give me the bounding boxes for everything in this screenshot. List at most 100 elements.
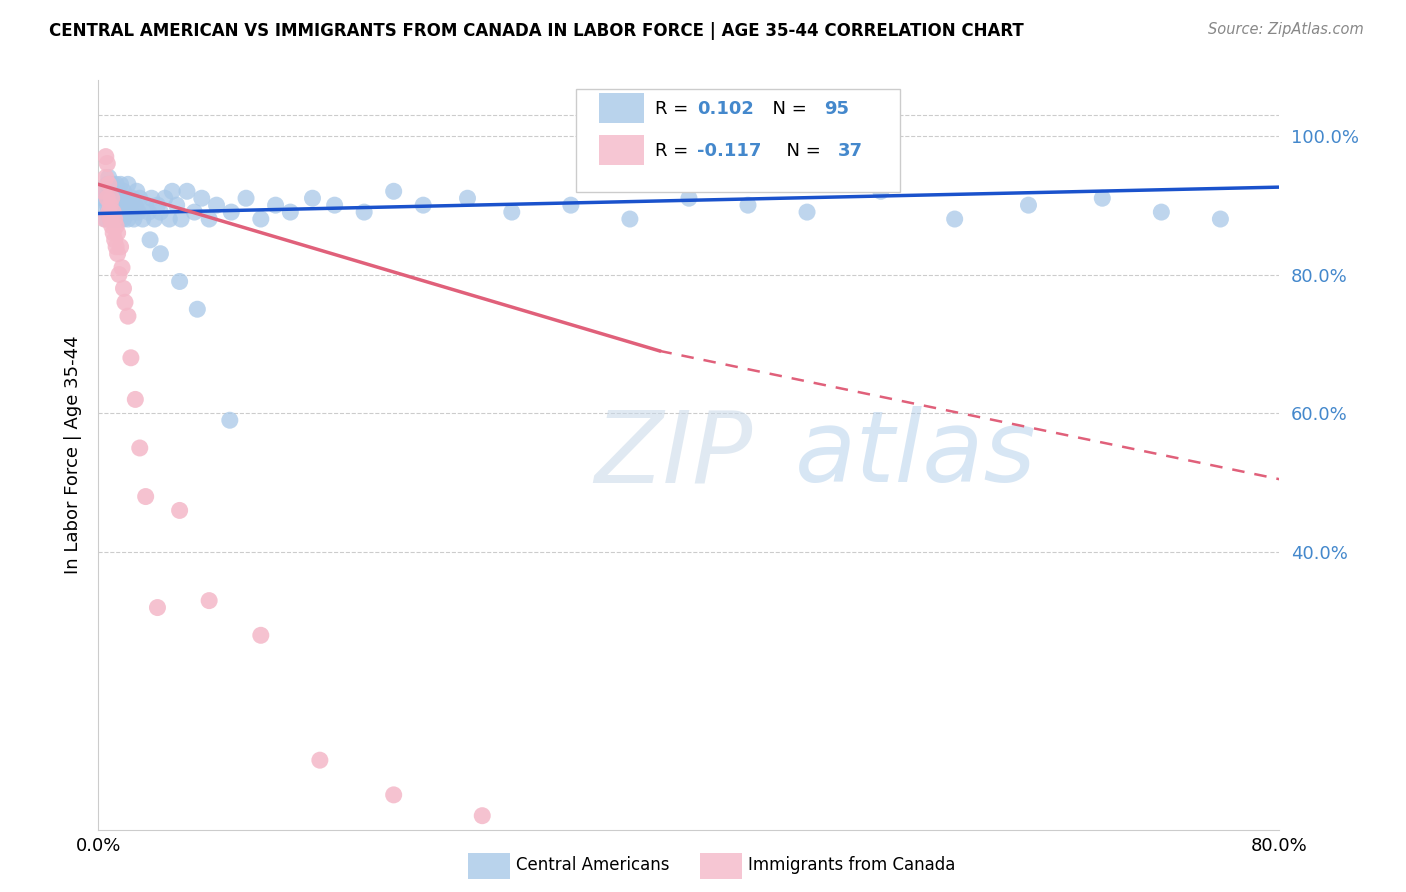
Point [1150,205,1173,219]
Point [166,198,188,212]
Point [107,246,129,260]
Point [218,413,240,427]
Point [619,212,641,227]
Text: atlas: atlas [796,407,1036,503]
Point [149,246,172,260]
Point [191,191,214,205]
Point [128,191,150,205]
Point [108,268,131,282]
Point [103,178,125,192]
Point [105,205,128,219]
Point [170,212,193,227]
Point [97,191,120,205]
Point [98,212,121,227]
Point [97,205,120,219]
Point [94,212,117,227]
Point [125,184,148,198]
Point [117,212,139,227]
Text: R =: R = [655,142,695,161]
Point [112,212,135,227]
Point [96,191,118,205]
Point [100,198,122,212]
Point [162,184,183,198]
Point [98,178,121,192]
Point [107,212,129,227]
Point [112,184,135,198]
Point [146,600,169,615]
Point [105,178,128,192]
Point [94,170,117,185]
Point [198,212,221,227]
Text: 95: 95 [824,100,849,119]
Text: R =: R = [655,100,695,119]
Point [111,260,134,275]
Point [471,808,494,822]
Point [114,295,136,310]
Point [1209,212,1232,227]
Point [93,212,115,227]
Point [943,212,966,227]
Text: N =: N = [775,142,827,161]
Point [108,191,131,205]
Point [264,198,287,212]
Point [98,191,121,205]
Point [96,178,118,192]
Point [98,212,121,227]
Point [115,191,138,205]
Y-axis label: In Labor Force | Age 35-44: In Labor Force | Age 35-44 [65,335,83,574]
Point [176,184,198,198]
Point [105,191,128,205]
Point [121,191,143,205]
Point [110,212,132,227]
Point [105,219,128,233]
Text: Immigrants from Canada: Immigrants from Canada [748,856,955,874]
Text: 37: 37 [838,142,863,161]
Point [93,198,115,212]
Point [107,184,129,198]
Point [796,205,818,219]
Point [678,191,700,205]
Point [301,191,323,205]
Point [132,212,155,227]
Point [97,170,120,185]
Point [124,198,146,212]
Point [127,205,149,219]
Point [103,205,125,219]
Point [110,240,132,254]
Point [737,198,759,212]
Point [169,503,191,517]
Point [120,205,142,219]
Point [153,191,176,205]
Point [124,392,146,407]
Point [104,233,127,247]
Point [250,628,273,642]
Point [501,205,523,219]
Point [97,178,120,192]
Point [114,198,136,212]
Point [104,212,127,227]
Point [157,212,180,227]
Point [183,205,205,219]
Point [104,198,127,212]
Point [309,753,332,767]
Text: ZIP: ZIP [595,407,752,503]
Point [117,178,139,192]
Point [122,212,145,227]
Point [205,198,228,212]
Point [103,198,125,212]
Text: -0.117: -0.117 [697,142,762,161]
Point [412,198,434,212]
Point [128,441,150,455]
Point [94,184,117,198]
Point [110,178,132,192]
Point [105,240,128,254]
Point [111,191,134,205]
Point [138,205,160,219]
Point [382,788,405,802]
Point [143,212,166,227]
Point [135,198,157,212]
Point [141,191,163,205]
Point [112,281,135,295]
Point [280,205,302,219]
Point [94,150,117,164]
